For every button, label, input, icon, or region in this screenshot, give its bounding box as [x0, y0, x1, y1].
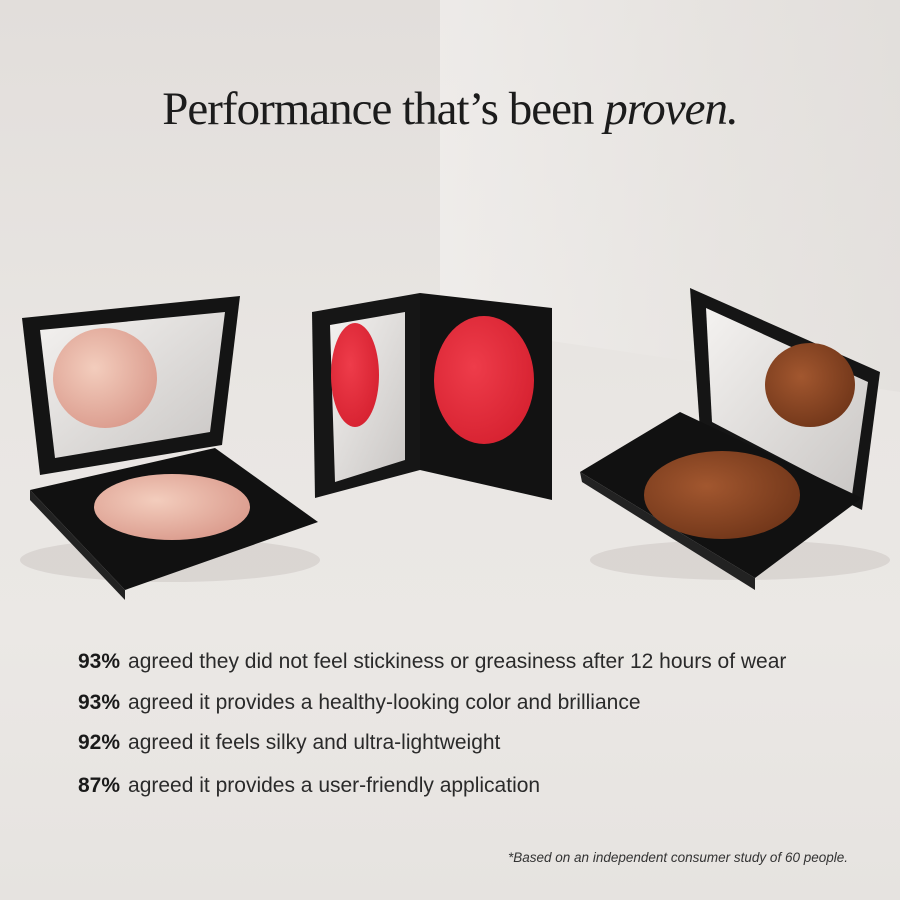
red-pan	[434, 316, 534, 444]
peach-pan	[94, 474, 250, 540]
stats-list: 93% agreed they did not feel stickiness o…	[78, 648, 786, 812]
headline: Performance that’s been proven.	[0, 82, 900, 136]
stat-text: agreed they did not feel stickiness or g…	[128, 650, 787, 673]
stat-item: 93% agreed they did not feel stickiness o…	[78, 648, 786, 689]
stat-percent: 93%	[78, 650, 121, 673]
stat-item: 92% agreed it feels silky and ultra-light…	[78, 729, 786, 770]
stat-item: 87% agreed it provides a user-friendly ap…	[78, 772, 786, 813]
stat-percent: 93%	[78, 690, 121, 714]
stat-text: agreed it feels silky and ultra-lightwei…	[128, 731, 501, 754]
stat-percent: 92%	[78, 731, 121, 754]
stat-text: agreed it provides a user-friendly appli…	[128, 773, 541, 797]
headline-emphasis: proven.	[604, 83, 739, 135]
bronze-pan	[644, 451, 800, 539]
footnote: *Based on an independent consumer study …	[508, 850, 848, 865]
compact-bronze	[580, 288, 890, 590]
compact-peach	[20, 296, 320, 600]
headline-main: Performance that’s been	[162, 83, 594, 135]
stat-item: 93% agreed it provides a healthy-looking …	[78, 689, 786, 730]
compact-red	[312, 293, 552, 500]
stat-text: agreed it provides a healthy-looking col…	[128, 690, 641, 714]
stat-percent: 87%	[78, 773, 121, 797]
